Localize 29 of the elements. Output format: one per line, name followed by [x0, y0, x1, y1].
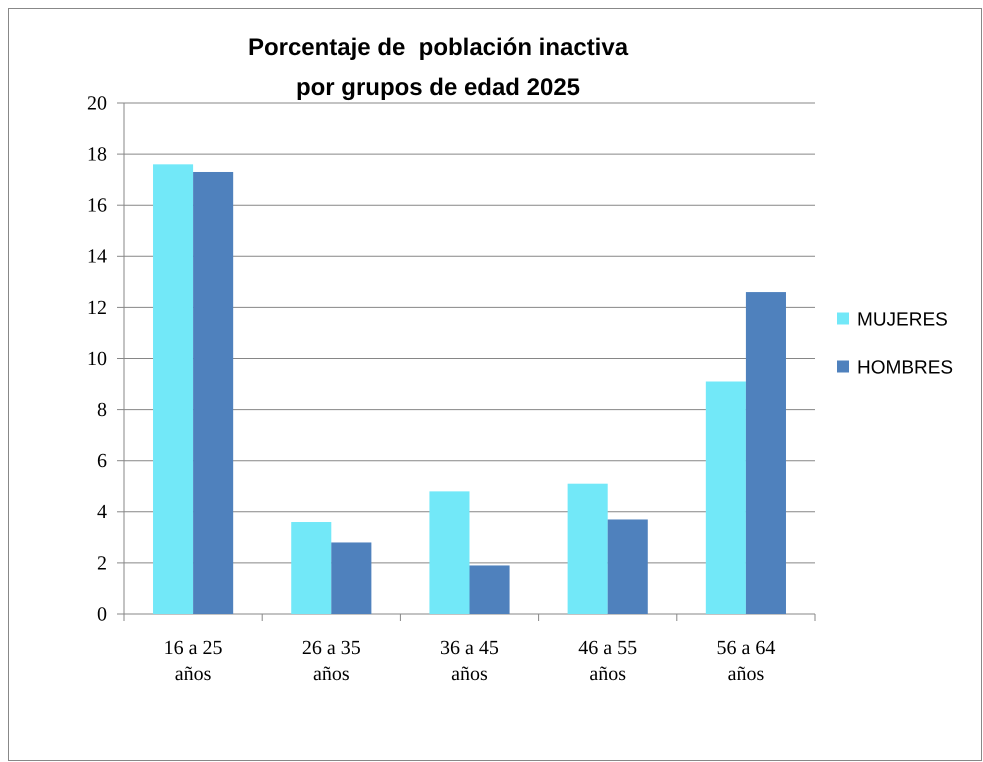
- x-tick-label: 26 a 35 años: [302, 637, 361, 685]
- legend-label: MUJERES: [857, 310, 948, 330]
- y-tick-label: 2: [97, 552, 107, 574]
- legend-label: HOMBRES: [857, 358, 954, 378]
- bar: [291, 522, 332, 614]
- bar: [193, 172, 234, 614]
- y-tick-label: 8: [97, 399, 107, 421]
- x-tick-label: 16 a 25 años: [164, 637, 223, 685]
- y-tick-label: 4: [97, 501, 107, 524]
- bar: [429, 491, 470, 614]
- bar: [153, 164, 194, 614]
- bar: [331, 542, 372, 614]
- bar: [706, 381, 746, 614]
- x-tick-label: 46 a 55 años: [578, 637, 638, 685]
- y-tick-label: 12: [87, 296, 107, 319]
- y-tick-label: 18: [87, 144, 107, 166]
- bar: [746, 292, 786, 614]
- x-tick-label: 56 a 64 años: [716, 637, 776, 685]
- y-tick-label: 20: [87, 92, 107, 114]
- bar: [608, 519, 648, 614]
- y-tick-label: 14: [87, 246, 107, 268]
- y-tick-label: 0: [97, 603, 107, 626]
- x-tick-label: 36 a 45 años: [440, 637, 499, 685]
- chart-title: Porcentaje de población inactiva por grupos de edad 2025: [248, 34, 629, 101]
- bar: [470, 565, 510, 614]
- y-tick-label: 16: [87, 194, 107, 217]
- bar: [568, 484, 608, 614]
- y-tick-label: 10: [87, 348, 107, 370]
- y-tick-label: 6: [97, 450, 107, 472]
